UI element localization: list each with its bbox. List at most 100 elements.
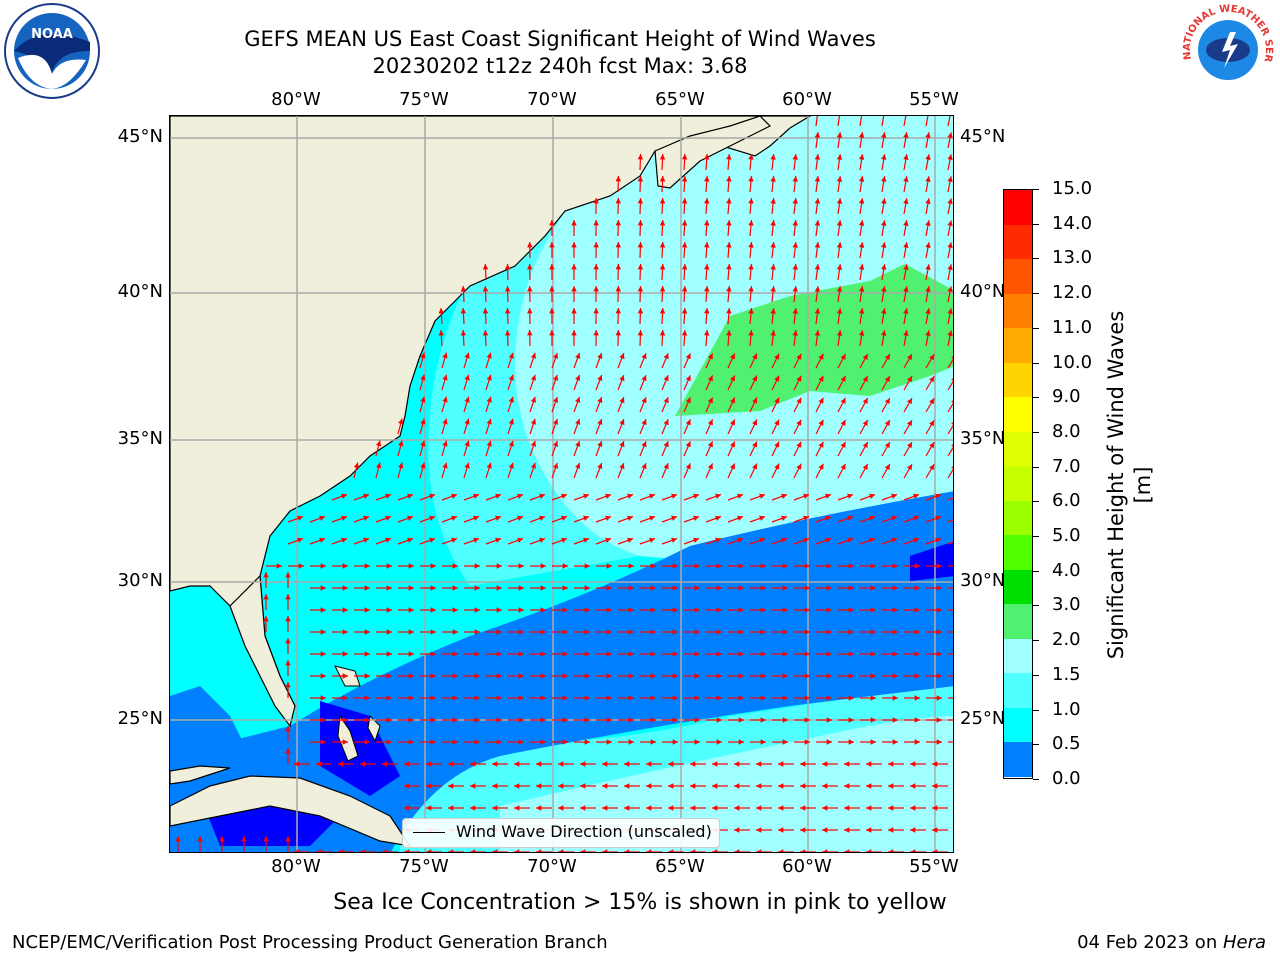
colorbar-tick: [1033, 536, 1039, 538]
wave-arrow-head: [364, 717, 370, 723]
wave-arrow-head: [910, 849, 916, 852]
noaa-logo-text: NOAA: [31, 27, 73, 42]
wave-arrow-head: [518, 563, 524, 569]
wave-arrow-head: [637, 286, 644, 292]
wave-arrow-head: [605, 515, 612, 521]
colorbar-band: [1004, 328, 1032, 364]
wave-arrow-head: [672, 563, 678, 569]
wave-arrow: [947, 402, 953, 413]
lat-label-left: 35°N: [117, 428, 163, 449]
lon-label-bottom: 65°W: [655, 856, 705, 877]
wave-arrow-head: [707, 397, 713, 404]
wave-arrow-head: [844, 783, 850, 789]
wave-arrow-head: [558, 783, 564, 789]
wave-arrow-head: [906, 398, 913, 405]
wave-arrow-head: [888, 849, 894, 852]
wave-arrow-head: [782, 673, 788, 679]
wave-arrow-head: [704, 176, 710, 182]
wave-arrow-head: [641, 397, 647, 404]
wave-arrow-head: [438, 308, 445, 314]
wave-arrow-head: [470, 783, 476, 789]
wave-arrow-head: [451, 537, 458, 543]
wave-arrow-head: [486, 396, 492, 403]
wave-arrow-head: [552, 352, 559, 359]
wave-arrow-head: [935, 493, 942, 499]
wave-arrow-head: [814, 220, 821, 226]
wave-arrow-head: [561, 515, 568, 521]
wave-arrow-head: [760, 563, 766, 569]
wave-arrow-head: [420, 418, 426, 425]
wave-arrow-head: [486, 462, 492, 469]
wave-arrow-head: [925, 220, 931, 227]
wave-arrow-head: [752, 375, 758, 382]
wave-arrow-head: [752, 441, 758, 448]
wave-arrow-head: [482, 264, 489, 270]
wave-arrow-head: [748, 220, 754, 226]
colorbar-tick-label: 15.0: [1052, 178, 1093, 199]
wave-arrow-head: [504, 286, 511, 292]
wave-arrow-head: [452, 739, 458, 745]
wave-height-map: [169, 115, 954, 853]
wave-arrow-head: [606, 585, 612, 591]
wave-arrow-head: [320, 607, 326, 613]
colorbar-band: [1004, 604, 1032, 640]
wave-arrow-head: [672, 607, 678, 613]
wave-arrow-head: [583, 493, 590, 499]
colorbar-tick-label: 1.5: [1052, 663, 1081, 685]
wave-arrow-head: [800, 761, 806, 767]
wave-arrow-head: [760, 629, 766, 635]
wave-arrow-head: [836, 132, 843, 138]
wave-arrow-head: [685, 397, 691, 404]
wave-arrow-head: [726, 242, 732, 248]
wave-arrow-head: [650, 695, 656, 701]
wave-arrow-head: [540, 563, 546, 569]
wave-arrow-head: [681, 308, 688, 314]
wave-arrow-head: [420, 440, 426, 447]
wave-arrow-head: [408, 585, 414, 591]
wave-arrow-head: [848, 695, 854, 701]
wave-arrow-head: [782, 585, 788, 591]
wave-arrow-head: [495, 515, 502, 521]
wave-arrow-head: [694, 739, 700, 745]
colorbar-band: [1004, 259, 1032, 295]
wave-arrow-head: [947, 264, 953, 271]
colorbar-band: [1004, 535, 1032, 571]
wave-arrow-head: [694, 607, 700, 613]
wave-arrow-head: [862, 419, 868, 426]
wave-arrow-head: [752, 353, 758, 360]
wave-arrow-head: [464, 462, 470, 469]
wave-arrow-head: [847, 493, 854, 499]
wave-arrow-head: [782, 651, 788, 657]
wave-arrow-head: [492, 783, 498, 789]
wave-arrow: [815, 116, 818, 127]
wave-arrow-head: [704, 198, 710, 204]
wave-arrow-head: [452, 717, 458, 723]
wave-arrow-head: [826, 563, 832, 569]
wave-arrow-head: [615, 330, 621, 336]
wave-arrow: [947, 358, 953, 369]
wave-arrow-head: [726, 198, 732, 204]
wave-arrow-head: [914, 607, 920, 613]
wave-arrow-head: [606, 607, 612, 613]
wave-arrow-head: [597, 419, 603, 426]
wave-arrow-head: [726, 308, 732, 314]
wave-arrow-head: [482, 330, 489, 336]
wave-arrow-head: [903, 308, 909, 314]
wave-arrow-head: [385, 493, 392, 499]
wave-arrow-head: [342, 607, 348, 613]
wave-arrow-head: [712, 761, 718, 767]
wave-arrow-head: [881, 286, 887, 292]
wave-arrow-head: [840, 375, 846, 382]
wave-arrow-head: [712, 849, 718, 852]
wave-arrow-head: [707, 375, 713, 382]
wave-arrow-head: [602, 805, 608, 811]
wave-arrow-head: [486, 374, 492, 381]
wave-arrow-head: [575, 418, 581, 425]
wave-arrow-head: [925, 132, 931, 139]
wave-arrow-head: [716, 673, 722, 679]
wave-arrow-head: [451, 493, 458, 499]
wave-arrow-head: [575, 440, 581, 447]
wave-arrow-head: [840, 463, 846, 470]
wave-arrow-head: [363, 515, 370, 521]
wave-arrow-head: [508, 396, 514, 403]
